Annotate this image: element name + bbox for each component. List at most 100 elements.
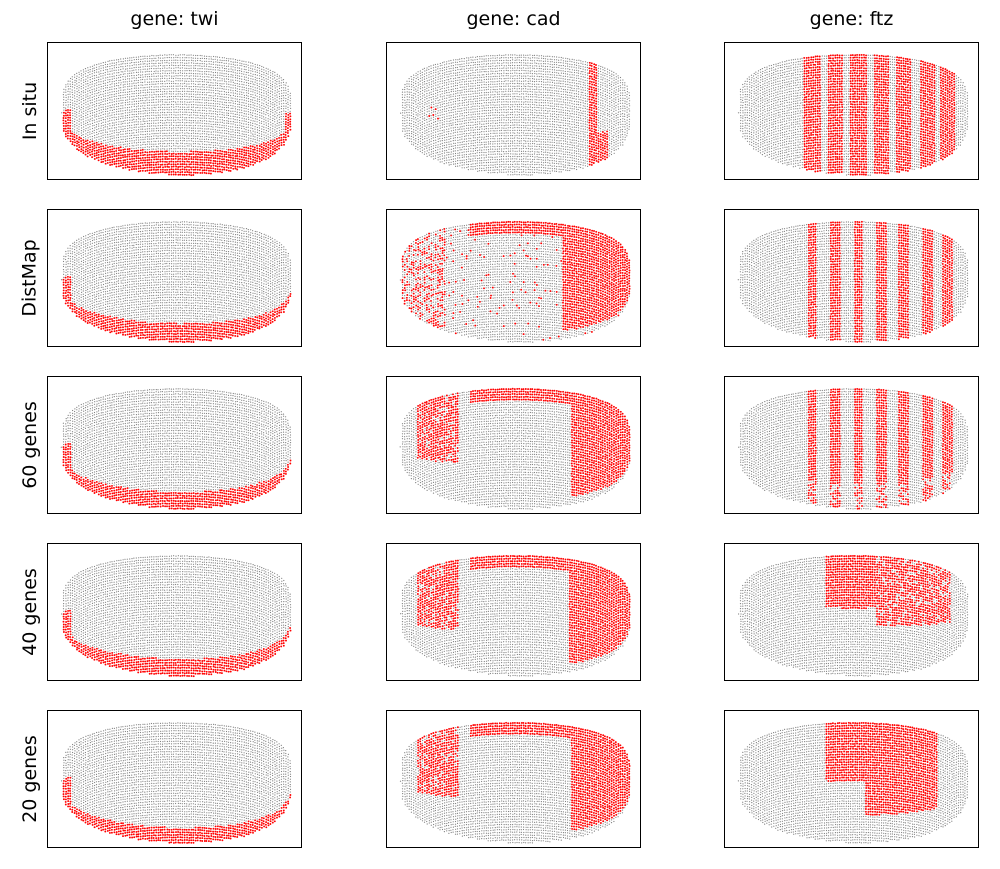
cell-point (416, 91, 417, 92)
cell-point-expressed (265, 158, 267, 160)
cell-point (449, 92, 450, 93)
cell-point (200, 133, 201, 134)
cell-point (134, 62, 135, 63)
cell-point-expressed (87, 148, 89, 150)
cell-point (154, 94, 155, 95)
cell-point (429, 92, 430, 93)
cell-point (166, 62, 167, 63)
cell-point (235, 135, 236, 136)
cell-point (175, 57, 176, 58)
cell-point (404, 110, 405, 111)
cell-point (143, 118, 144, 119)
cell-point (253, 136, 254, 137)
cell-point (208, 126, 209, 127)
cell-point-expressed (159, 153, 161, 155)
cell-point (169, 143, 170, 144)
cell-point (85, 138, 86, 139)
cell-point (230, 58, 231, 59)
cell-point (85, 133, 86, 134)
cell-point (107, 77, 108, 78)
cell-point (90, 69, 91, 70)
cell-point-expressed (115, 166, 117, 168)
cell-point-expressed (131, 168, 133, 170)
cell-point (85, 136, 86, 137)
cell-point (160, 81, 161, 82)
cell-point (138, 72, 139, 73)
cell-point (147, 113, 148, 114)
cell-point (418, 142, 419, 143)
cell-point (444, 163, 445, 164)
cell-point (68, 104, 69, 105)
cell-point-expressed (237, 150, 239, 152)
cell-point (230, 126, 231, 127)
cell-point-expressed (155, 151, 157, 153)
cell-point (254, 103, 255, 104)
cell-point-expressed (247, 163, 249, 165)
cell-point (180, 130, 181, 131)
cell-point-expressed (170, 158, 172, 160)
cell-point (437, 105, 438, 106)
cell-point (413, 114, 414, 115)
cell-point-expressed (133, 150, 135, 152)
cell-point (131, 88, 132, 89)
cell-point (118, 114, 119, 115)
cell-point (420, 99, 421, 100)
cell-point (177, 78, 178, 79)
cell-point (429, 126, 430, 127)
cell-point (151, 84, 152, 85)
cell-point (208, 79, 209, 80)
cell-point (153, 118, 154, 119)
cell-point (135, 98, 136, 99)
cell-point (193, 141, 194, 142)
cell-point (180, 151, 181, 152)
cell-point (444, 150, 445, 151)
cell-point (244, 131, 245, 132)
cell-point (417, 77, 418, 78)
cell-point-expressed (133, 155, 135, 157)
cell-point (411, 76, 412, 77)
cell-point-expressed (164, 156, 166, 158)
cell-point (186, 109, 187, 110)
cell-point (197, 128, 198, 129)
cell-point (186, 125, 187, 126)
cell-point-expressed (177, 160, 179, 162)
cell-point-expressed (239, 155, 241, 157)
cell-point (160, 143, 161, 144)
cell-point (435, 69, 436, 70)
cell-point (111, 97, 112, 98)
cell-point (112, 104, 113, 105)
cell-point-expressed (228, 156, 230, 158)
cell-point (219, 77, 220, 78)
cell-point (266, 130, 267, 131)
cell-point (103, 143, 104, 144)
cell-point (244, 87, 245, 88)
cell-point (134, 80, 135, 81)
cell-point (200, 125, 201, 126)
cell-point (451, 81, 452, 82)
cell-point-expressed (241, 153, 243, 155)
cell-point (253, 131, 254, 132)
column-title-twi: gene: twi (47, 6, 302, 32)
cell-point-expressed (237, 158, 239, 160)
cell-point (176, 125, 177, 126)
cell-point (256, 142, 257, 143)
cell-point (455, 145, 456, 146)
cell-point-expressed (223, 151, 225, 153)
cell-point (114, 135, 115, 136)
cell-point (402, 117, 403, 118)
cell-point-expressed (276, 140, 278, 142)
cell-point (259, 91, 260, 92)
cell-point (213, 98, 214, 99)
cell-point (149, 115, 150, 116)
cell-point (446, 113, 447, 114)
cell-point (182, 65, 183, 66)
cell-point (250, 127, 251, 128)
cell-point (180, 111, 181, 112)
cell-point (180, 135, 181, 136)
cell-point (109, 94, 110, 95)
cell-point (103, 67, 104, 68)
cell-point-expressed (243, 167, 245, 169)
cell-point (158, 91, 159, 92)
cell-point (433, 143, 434, 144)
cell-point (228, 69, 229, 70)
